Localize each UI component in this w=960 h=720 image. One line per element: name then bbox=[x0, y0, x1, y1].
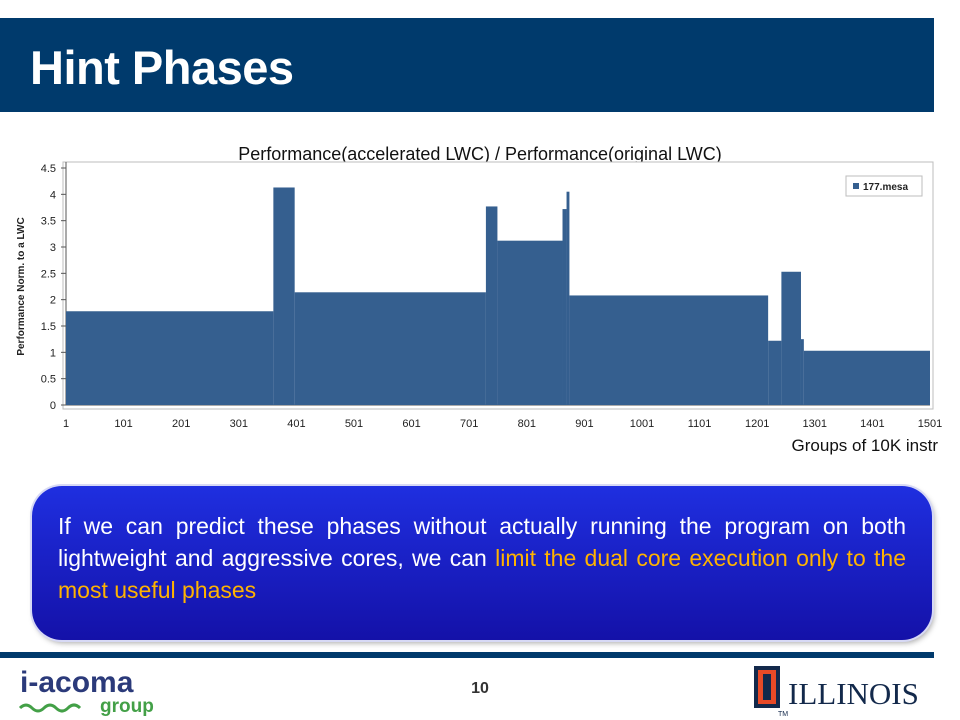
bar-phase bbox=[497, 240, 563, 405]
bar-phase bbox=[562, 209, 567, 405]
bar-phase bbox=[569, 295, 769, 405]
y-tick-label: 1.5 bbox=[41, 321, 56, 333]
x-tick-label: 1401 bbox=[860, 418, 884, 430]
x-tick-label: 1501 bbox=[918, 418, 942, 430]
logo-left-line2: group bbox=[100, 696, 154, 716]
y-tick-label: 4 bbox=[50, 189, 56, 201]
x-axis-label: Groups of 10K instr bbox=[791, 436, 938, 455]
y-axis-label: Performance Norm. to a LWC bbox=[16, 217, 27, 355]
footer-divider bbox=[0, 652, 934, 658]
x-tick-label: 1201 bbox=[745, 418, 769, 430]
bar-phase bbox=[768, 340, 782, 405]
bar-phase bbox=[294, 292, 486, 405]
slide-title: Hint Phases bbox=[30, 41, 294, 94]
bar-phase bbox=[566, 191, 570, 405]
bar-phase bbox=[803, 350, 930, 405]
bar-phase bbox=[485, 206, 498, 405]
x-tick-label: 301 bbox=[230, 418, 248, 430]
bar-phase bbox=[273, 187, 295, 405]
bar-chart: 00.511.522.533.544.51 101 201 301 401 501 601 7… bbox=[16, 161, 942, 430]
x-tick-label: 401 bbox=[287, 418, 305, 430]
y-tick-label: 3 bbox=[50, 242, 56, 254]
x-tick-label: 1001 bbox=[630, 418, 654, 430]
bar-phase bbox=[66, 311, 274, 405]
wave-icon bbox=[18, 703, 82, 713]
logo-right-mark: TM bbox=[778, 711, 788, 718]
x-tick-label: 801 bbox=[518, 418, 536, 430]
callout-box: If we can predict these phases without a… bbox=[32, 486, 932, 640]
x-tick-label: 201 bbox=[172, 418, 190, 430]
y-tick-label: 0 bbox=[50, 400, 56, 412]
illinois-logo: ILLINOIS TM bbox=[754, 666, 919, 718]
y-tick-label: 3.5 bbox=[41, 216, 56, 228]
title-bar bbox=[0, 18, 934, 112]
legend-swatch bbox=[853, 183, 859, 189]
y-tick-label: 1 bbox=[50, 347, 56, 359]
callout-text: If we can predict these phases without a… bbox=[58, 513, 906, 572]
logo-right-text: ILLINOIS bbox=[788, 676, 919, 711]
y-tick-label: 0.5 bbox=[41, 374, 56, 386]
callout-highlight: limit the dual core execution only to th… bbox=[58, 545, 906, 604]
x-tick-label: 1101 bbox=[688, 418, 712, 430]
x-tick-label: 1 bbox=[63, 418, 69, 430]
bar-phase bbox=[800, 339, 804, 405]
chart-title: Performance(accelerated LWC) / Performan… bbox=[238, 144, 722, 164]
legend-label: 177.mesa bbox=[863, 182, 908, 193]
x-tick-label: 701 bbox=[460, 418, 478, 430]
page-number: 10 bbox=[471, 680, 489, 697]
x-tick-label: 601 bbox=[402, 418, 420, 430]
y-tick-label: 4.5 bbox=[41, 163, 56, 175]
x-tick-label: 101 bbox=[114, 418, 132, 430]
bar-phase bbox=[781, 271, 801, 405]
y-tick-label: 2.5 bbox=[41, 268, 56, 280]
logo-left-line1: i-acoma bbox=[20, 666, 134, 699]
x-tick-label: 1301 bbox=[803, 418, 827, 430]
x-tick-label: 901 bbox=[575, 418, 593, 430]
y-tick-label: 2 bbox=[50, 295, 56, 307]
x-tick-label: 501 bbox=[345, 418, 363, 430]
legend-box bbox=[845, 175, 923, 197]
iacoma-group-logo: i-acoma group bbox=[18, 666, 154, 716]
